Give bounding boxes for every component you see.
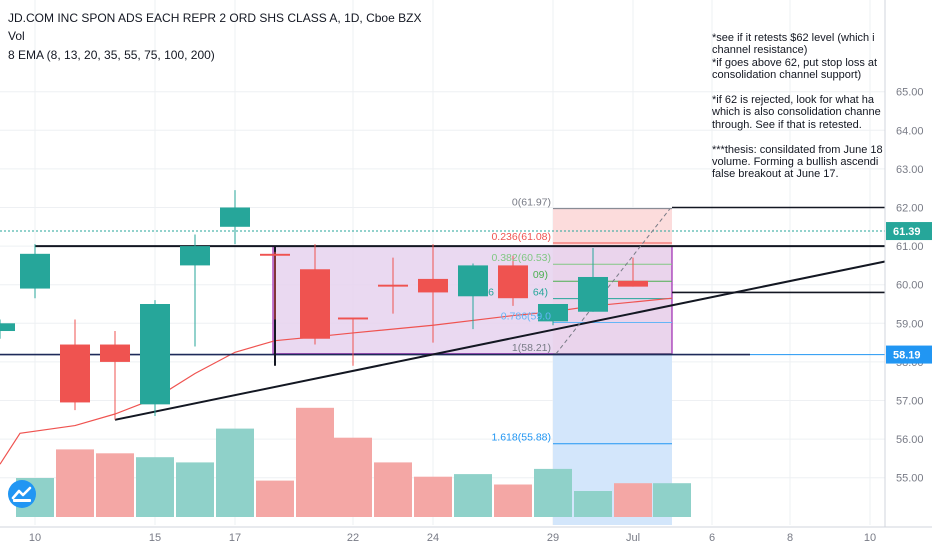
fib-level-label: 0.6 (479, 287, 494, 299)
time-axis-tick-label: 6 (709, 532, 715, 544)
fib-level-label: 09) (533, 269, 548, 281)
candle-body (418, 278, 448, 293)
candle-body (300, 269, 330, 339)
time-axis-tick-label: 24 (427, 532, 439, 544)
candle-body (180, 246, 210, 266)
candle-body (100, 344, 130, 362)
volume-bar (296, 407, 334, 517)
tradingview-logo-icon (8, 480, 36, 508)
support-price-badge (886, 345, 932, 364)
volume-bar (534, 468, 572, 517)
price-axis-tick-label: 56.00 (896, 434, 924, 446)
volume-bar (176, 462, 214, 517)
fib-level-label: 0.382(60.53) (491, 252, 551, 264)
time-axis-tick-label: 15 (149, 532, 161, 544)
note-line (712, 131, 884, 143)
fib-level-label: 0.786(59.0 (501, 311, 551, 323)
volume-bar (494, 484, 532, 517)
price-axis-tick-label: 57.00 (896, 396, 924, 408)
volume-bar (574, 491, 612, 517)
price-axis-tick-label: 55.00 (896, 473, 924, 485)
note-line: channel resistance) (712, 44, 808, 57)
ascending-trendline (114, 260, 886, 421)
time-axis-background (0, 527, 932, 550)
note-line: volume. Forming a bullish ascendi (712, 156, 879, 169)
volume-bar (454, 474, 492, 517)
note-line: consolidation channel support) (712, 69, 862, 82)
fib-stop-zone (553, 353, 672, 525)
time-axis-tick-label: 17 (229, 532, 241, 544)
candle-body (498, 265, 528, 299)
candle-body (378, 284, 408, 287)
note-line: which is also consolidation channe (712, 106, 881, 119)
fib-level-label: 1.618(55.88) (491, 432, 551, 444)
volume-bar (256, 480, 294, 517)
volume-bar (414, 476, 452, 517)
note-line: false breakout at June 17. (712, 168, 839, 181)
note-line: *if goes above 62, put stop loss at (712, 56, 878, 69)
time-axis-tick-label: 10 (864, 532, 876, 544)
note-line: *if 62 is rejected, look for what ha (712, 94, 875, 107)
price-axis-tick-label: 62.00 (896, 203, 924, 215)
symbol-title: JD.COM INC SPON ADS EACH REPR 2 ORD SHS … (8, 11, 422, 25)
note-line: ***thesis: consildated from June 18 (712, 143, 883, 156)
note-line: through. See if that is retested. (712, 118, 862, 131)
fib-level-label: 0.236(61.08) (491, 231, 551, 243)
price-axis-tick-label: 61.00 (896, 241, 924, 253)
volume-bar (56, 449, 94, 517)
volume-bar (216, 428, 254, 517)
fib-level-label: 0(61.97) (512, 197, 551, 209)
ema-indicator-label[interactable]: 8 EMA (8, 13, 20, 35, 55, 75, 100, 200) (8, 48, 215, 62)
volume-bar (334, 437, 372, 517)
time-axis-tick-label: 29 (547, 532, 559, 544)
note-line (712, 82, 884, 94)
candle-body (338, 317, 368, 320)
volume-bar (96, 453, 134, 517)
price-axis-tick-label: 59.00 (896, 318, 924, 330)
candle-body (140, 304, 170, 405)
volume-bar (614, 483, 652, 517)
fib-level-label: 64) (533, 287, 548, 299)
candle-body (60, 344, 90, 403)
time-axis-tick-label: 10 (29, 532, 41, 544)
candle-body (578, 276, 608, 312)
last-price-label: 61.39 (893, 226, 921, 238)
price-axis-tick-label: 65.00 (896, 87, 924, 99)
volume-indicator-label[interactable]: Vol (8, 29, 25, 43)
volume-bar (136, 457, 174, 517)
candle-body (618, 280, 648, 287)
time-axis-tick-label: 8 (787, 532, 793, 544)
price-axis-tick-label: 63.00 (896, 164, 924, 176)
candle-body (260, 253, 290, 256)
fib-trend-line (555, 208, 671, 355)
fib-level-label: 1(58.21) (512, 342, 551, 354)
last-price-badge (886, 222, 932, 241)
note-line: *see if it retests $62 level (which i (712, 32, 875, 44)
price-axis-background (885, 0, 932, 550)
volume-bar (374, 462, 412, 517)
price-axis-tick-label: 64.00 (896, 125, 924, 137)
candle-body (20, 253, 50, 289)
candle-body (220, 207, 250, 227)
candle-body (538, 304, 568, 322)
volume-bar (653, 483, 691, 517)
candle-body (458, 265, 488, 297)
annotation-note[interactable]: *see if it retests $62 level (which i cha… (712, 32, 884, 192)
ema-line (0, 297, 673, 465)
support-price-label: 58.19 (893, 350, 921, 362)
candle-body (0, 323, 15, 332)
time-axis-tick-label: Jul (626, 532, 640, 544)
price-axis-tick-label: 60.00 (896, 280, 924, 292)
time-axis-tick-label: 22 (347, 532, 359, 544)
